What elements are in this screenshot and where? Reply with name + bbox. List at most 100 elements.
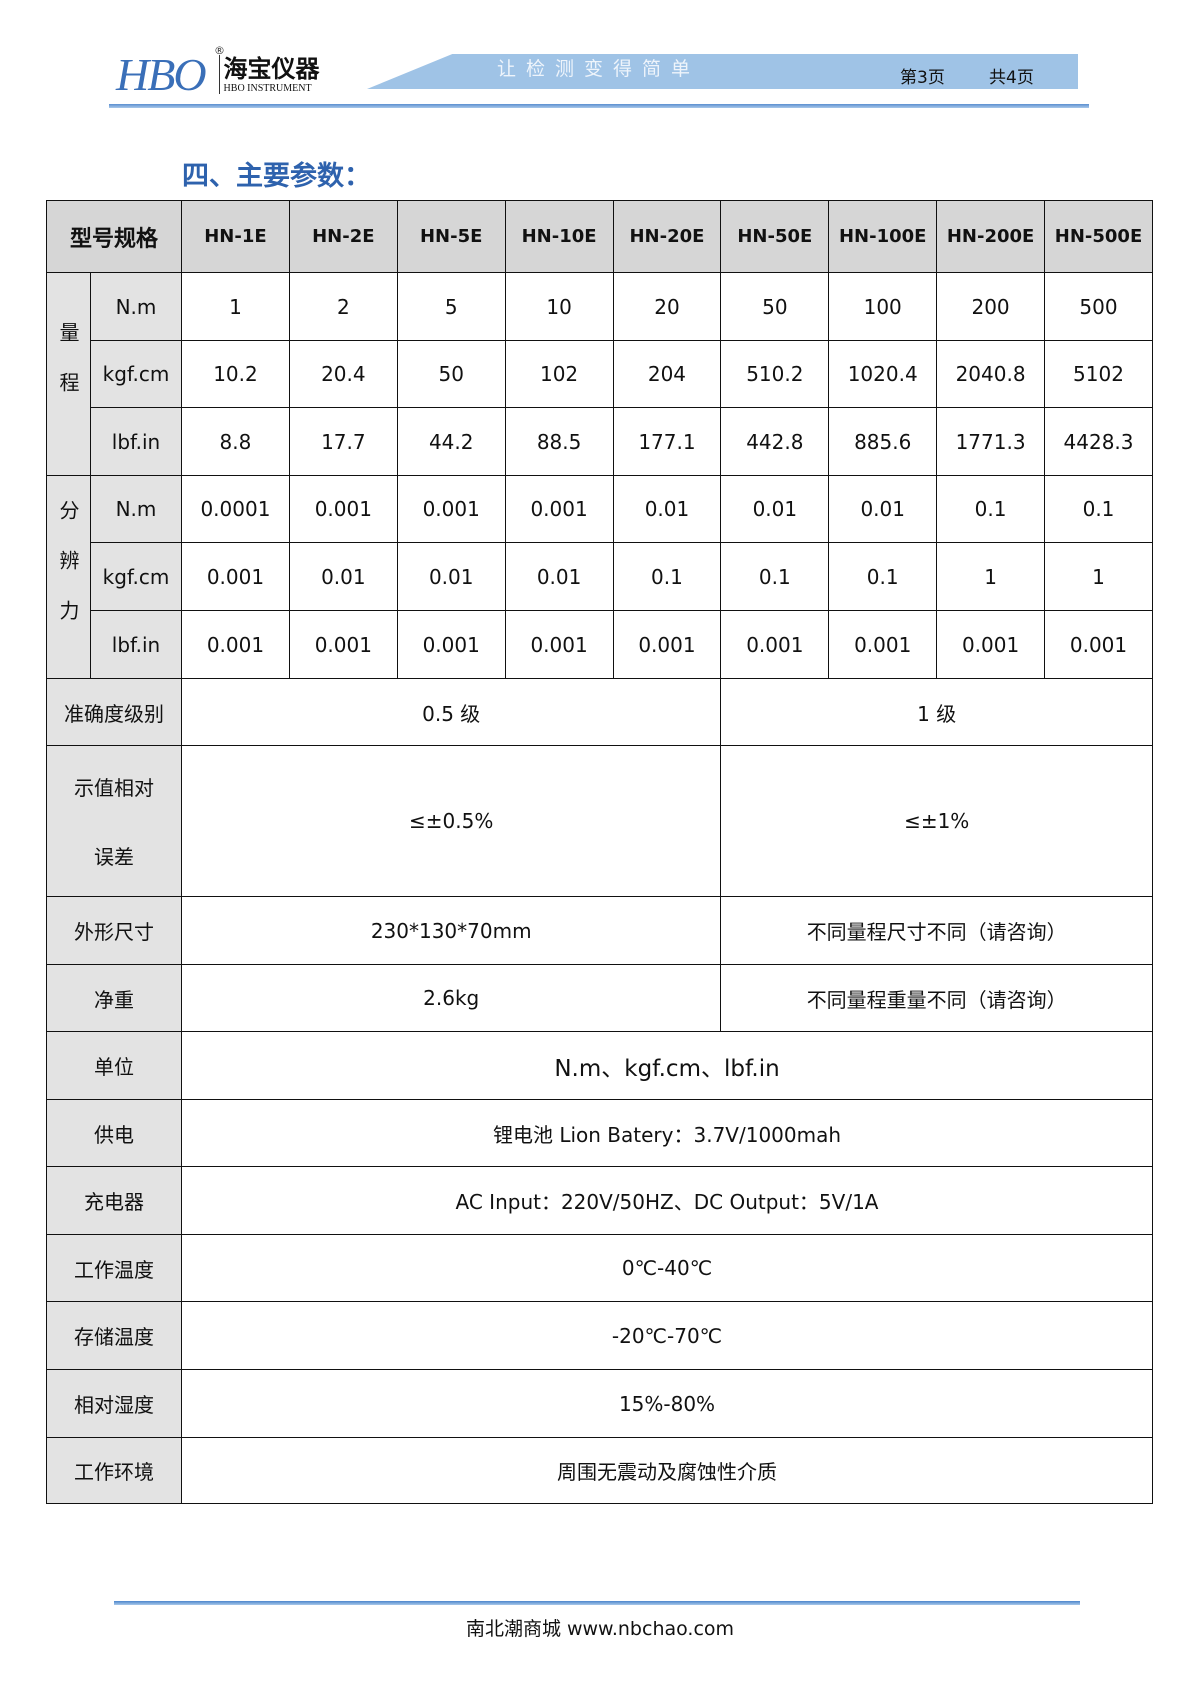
spec-label: 示值相对 误差	[45, 745, 183, 897]
spec-label: 外形尺寸	[45, 896, 183, 965]
slogan: 让检测变得简单	[497, 58, 701, 80]
value-cell: 100	[828, 272, 938, 341]
spec-value-b: ≤±1%	[720, 745, 1153, 897]
resolution-row: kgf.cm 0.001 0.01 0.01 0.01 0.1 0.1 0.1 1 1	[47, 542, 1153, 611]
spec-row: 相对湿度 15%-80%	[45, 1369, 1153, 1438]
value-cell: 0.01	[504, 542, 614, 611]
value-cell: 0.01	[288, 542, 398, 611]
spec-label-line: 误差	[94, 845, 134, 869]
spec-label-line: 示值相对	[74, 776, 154, 800]
value-cell: 200	[936, 272, 1046, 341]
header-divider	[109, 104, 1089, 108]
model-header: HN-5E	[396, 200, 506, 273]
value-cell: 0.01	[828, 475, 938, 543]
unit-cell: lbf.in	[89, 610, 183, 679]
value-cell: 1020.4	[828, 340, 938, 408]
page-total: 共4页	[989, 68, 1034, 88]
resolution-row: 分辨力 N.m 0.0001 0.001 0.001 0.001 0.01 0.01 0.01 0…	[46, 475, 1153, 679]
value-cell: 442.8	[720, 407, 830, 476]
spec-value-a: ≤±0.5%	[181, 745, 722, 897]
value-cell: 0.001	[612, 610, 722, 679]
spec-row: 供电 锂电池 Lion Batery：3.7V/1000mah	[45, 1099, 1153, 1167]
spec-label: 相对湿度	[45, 1369, 183, 1438]
logo-mark: HBO	[116, 48, 207, 100]
model-header: HN-2E	[288, 200, 398, 273]
value-cell: 5	[396, 272, 506, 341]
unit-cell: lbf.in	[89, 407, 183, 476]
spec-value: 15%-80%	[181, 1369, 1153, 1438]
spec-value-a: 0.5 级	[181, 678, 722, 746]
spec-value: 0℃-40℃	[181, 1234, 1153, 1302]
value-cell: 44.2	[396, 407, 506, 476]
range-group-label: 量程	[46, 272, 91, 476]
value-cell: 1	[181, 272, 290, 341]
value-cell: 2	[288, 272, 398, 341]
spec-value: 周围无震动及腐蚀性介质	[181, 1437, 1153, 1504]
value-cell: 0.01	[612, 475, 722, 543]
model-header: HN-100E	[828, 200, 938, 273]
value-cell: 1	[1044, 542, 1153, 611]
value-cell: 8.8	[181, 407, 290, 476]
spec-label: 供电	[45, 1099, 183, 1167]
logo-wordmark: 海宝仪器 HBO INSTRUMENT	[218, 53, 320, 94]
value-cell: 1	[936, 542, 1046, 611]
value-cell: 20	[612, 272, 722, 341]
value-cell: 0.001	[288, 610, 398, 679]
spec-value: N.m、kgf.cm、lbf.in	[181, 1031, 1153, 1100]
resolution-group-label: 分辨力	[46, 475, 91, 679]
spec-value: AC Input：220V/50HZ、DC Output：5V/1A	[181, 1166, 1153, 1235]
spec-value: 锂电池 Lion Batery：3.7V/1000mah	[181, 1099, 1153, 1167]
spec-row: 工作环境 周围无震动及腐蚀性介质	[45, 1437, 1153, 1504]
spec-label: 工作环境	[45, 1437, 183, 1504]
model-header: HN-50E	[720, 200, 830, 273]
value-cell: 510.2	[720, 340, 830, 408]
spec-value-b: 不同量程重量不同（请咨询）	[720, 964, 1153, 1032]
value-cell: 0.01	[720, 475, 830, 543]
spec-row: 净重 2.6kg 不同量程重量不同（请咨询）	[45, 964, 1153, 1032]
unit-cell: kgf.cm	[89, 542, 183, 611]
value-cell: 0.1	[936, 475, 1046, 543]
value-cell: 0.001	[504, 610, 614, 679]
value-cell: 0.001	[288, 475, 398, 543]
value-cell: 0.001	[1044, 610, 1153, 679]
spec-row: 存储温度 -20℃-70℃	[45, 1301, 1153, 1370]
spec-table: 型号规格 HN-1E HN-2E HN-5E HN-10E HN-20E HN-50E HN-…	[45, 200, 1153, 1504]
value-cell: 20.4	[288, 340, 398, 408]
range-row: kgf.cm 10.2 20.4 50 102 204 510.2 1020.4 2040.8 5…	[47, 340, 1153, 408]
value-cell: 0.001	[720, 610, 830, 679]
header-banner	[367, 54, 1078, 89]
value-cell: 0.001	[828, 610, 938, 679]
value-cell: 0.001	[181, 542, 290, 611]
spec-row: 工作温度 0℃-40℃	[45, 1234, 1153, 1302]
spec-label: 存储温度	[45, 1301, 183, 1370]
logo-cn: 海宝仪器	[223, 53, 320, 83]
value-cell: 0.1	[828, 542, 938, 611]
value-cell: 177.1	[612, 407, 722, 476]
value-cell: 50	[396, 340, 506, 408]
logo-en: HBO INSTRUMENT	[223, 82, 312, 94]
value-cell: 0.01	[396, 542, 506, 611]
spec-value: -20℃-70℃	[181, 1301, 1153, 1370]
unit-cell: N.m	[89, 272, 183, 341]
model-header: HN-1E	[181, 200, 290, 273]
spec-value-a: 230*130*70mm	[181, 896, 722, 965]
model-header: HN-200E	[936, 200, 1046, 273]
registered-icon: ®	[214, 44, 225, 57]
value-cell: 4428.3	[1044, 407, 1153, 476]
spec-row: 外形尺寸 230*130*70mm 不同量程尺寸不同（请咨询）	[45, 896, 1153, 965]
resolution-row: lbf.in 0.001 0.001 0.001 0.001 0.001 0.001 0.00…	[47, 610, 1153, 679]
value-cell: 0.0001	[181, 475, 290, 543]
corner-cell: 型号规格	[45, 200, 183, 273]
value-cell: 10	[504, 272, 614, 341]
value-cell: 0.001	[396, 610, 506, 679]
spec-value-b: 1 级	[720, 678, 1153, 746]
value-cell: 0.001	[396, 475, 506, 543]
footer-text: 南北潮商城 www.nbchao.com	[465, 1618, 735, 1640]
spec-label: 工作温度	[45, 1234, 183, 1302]
spec-label: 单位	[45, 1031, 183, 1100]
hbo-logo: HBO ® 海宝仪器 HBO INSTRUMENT	[116, 44, 320, 104]
model-header: HN-10E	[504, 200, 614, 273]
header-row: 型号规格 HN-1E HN-2E HN-5E HN-10E HN-20E HN-50E HN-…	[45, 200, 1153, 273]
value-cell: 88.5	[504, 407, 614, 476]
